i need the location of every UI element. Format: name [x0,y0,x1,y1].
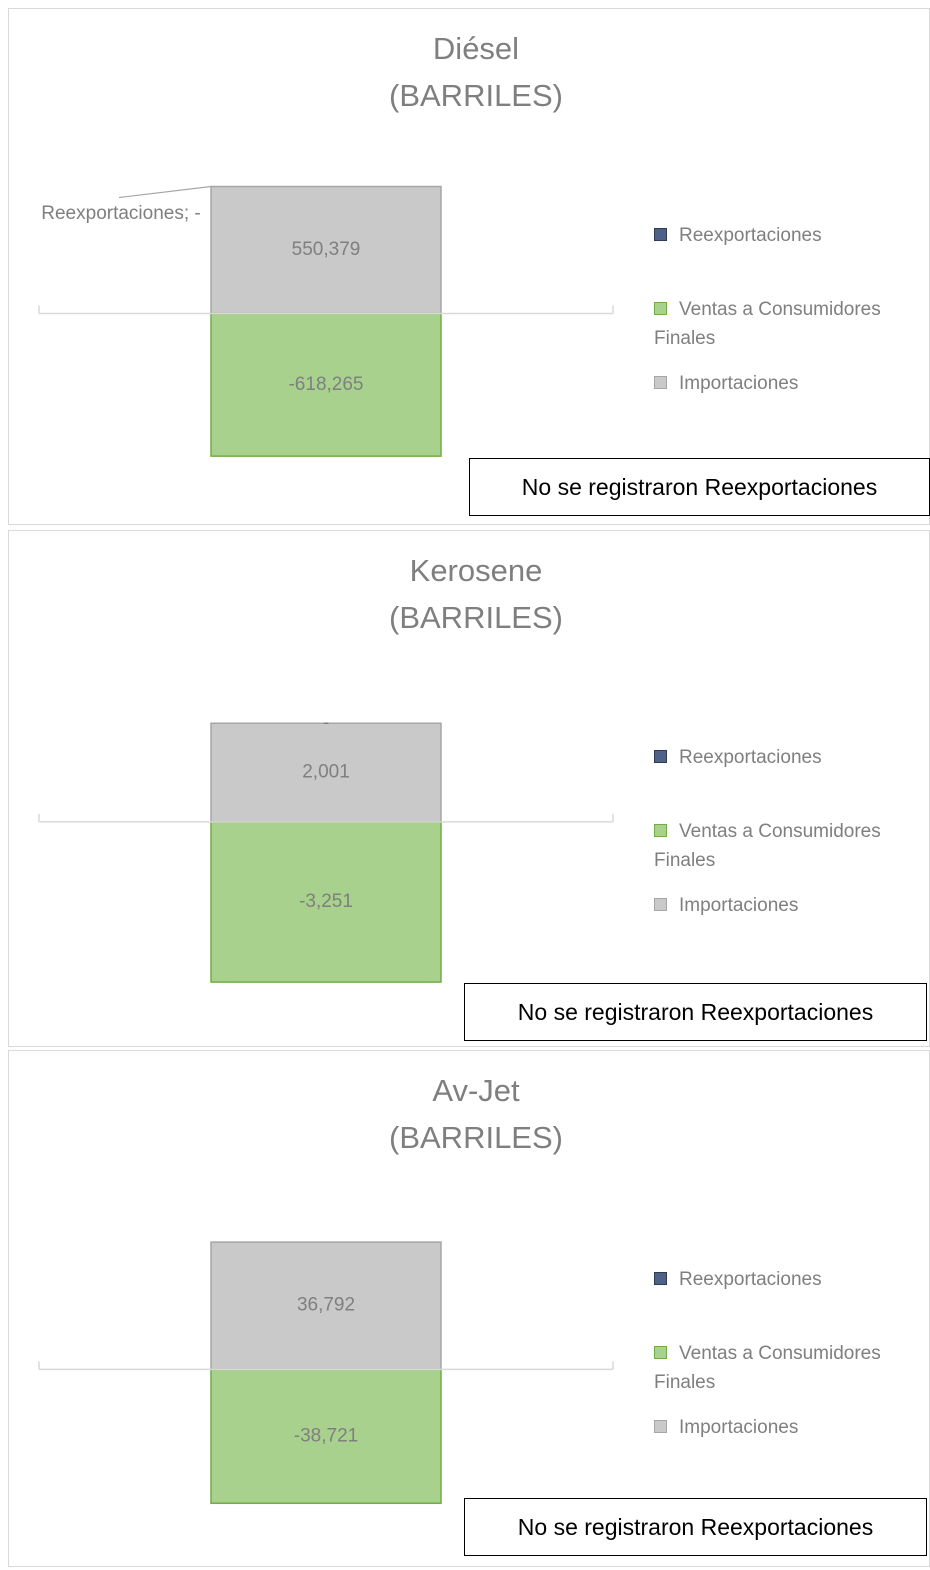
chart-panel: Kerosene (BARRILES) 2,001 -3,251 - Reexportac… [8,530,930,1047]
legend-label: Importaciones [679,373,799,394]
legend-label: Ventas a Consumidores Finales [654,821,881,871]
legend-swatch [654,1346,667,1359]
data-label: Reexportaciones; - [41,202,201,224]
data-label: -38,721 [294,1425,358,1446]
legend-swatch [654,376,667,389]
legend-item: Ventas a Consumidores Finales [654,817,916,875]
legend-swatch [654,1420,667,1433]
chart-panel: Av-Jet (BARRILES) 36,792 -38,721 Reexportaci… [8,1050,930,1567]
annotation: No se registraron Reexportaciones [464,983,927,1041]
legend-item: Importaciones [654,1413,916,1442]
legend-swatch [654,1272,667,1285]
annotation: No se registraron Reexportaciones [469,458,930,516]
legend-swatch [654,750,667,763]
legend-label: Importaciones [679,895,799,916]
chart: Diésel (BARRILES) 550,379 -618,265 [38,31,614,457]
legend-item: Reexportaciones [654,221,916,250]
chart: Av-Jet (BARRILES) 36,792 -38,721 [38,1073,614,1505]
legend-label: Ventas a Consumidores Finales [654,1343,881,1393]
annotation: No se registraron Reexportaciones [464,1498,927,1556]
chart-title: Av-Jet [432,1073,520,1108]
legend-label: Reexportaciones [679,225,822,246]
data-label: 36,792 [297,1295,355,1316]
legend-item: Ventas a Consumidores Finales [654,1339,916,1397]
chart-subtitle: (BARRILES) [389,78,563,113]
legend-item: Reexportaciones [654,1265,916,1294]
data-label: - [323,712,329,733]
bar-segment [210,821,442,983]
legend-item: Reexportaciones [654,743,916,772]
data-label: -618,265 [288,374,363,395]
legend-item: Importaciones [654,369,916,398]
data-label: -3,251 [299,891,353,912]
legend-label: Importaciones [679,1417,799,1438]
legend-label: Ventas a Consumidores Finales [654,299,881,349]
legend-item: Ventas a Consumidores Finales [654,295,916,353]
chart-title: Diésel [433,31,519,66]
chart-panel: Diésel (BARRILES) 550,379 -618,265 Reexporta… [8,8,930,525]
chart-subtitle: (BARRILES) [389,1120,563,1155]
leader-line [118,185,212,199]
legend-swatch [654,302,667,315]
legend-item: Importaciones [654,891,916,920]
chart-subtitle: (BARRILES) [389,600,563,635]
legend-swatch [654,898,667,911]
bar-segment [210,185,442,315]
bar-segment [210,1241,442,1371]
bar-segment [210,1368,442,1505]
data-label: 2,001 [302,762,350,783]
chart: Kerosene (BARRILES) 2,001 -3,251 - [38,553,614,983]
data-label: 550,379 [292,239,361,260]
chart-title: Kerosene [410,553,543,588]
bar-segment [210,312,442,457]
legend-label: Reexportaciones [679,747,822,768]
legend-swatch [654,228,667,241]
legend-label: Reexportaciones [679,1269,822,1290]
bar-segment [210,722,442,823]
legend-swatch [654,824,667,837]
